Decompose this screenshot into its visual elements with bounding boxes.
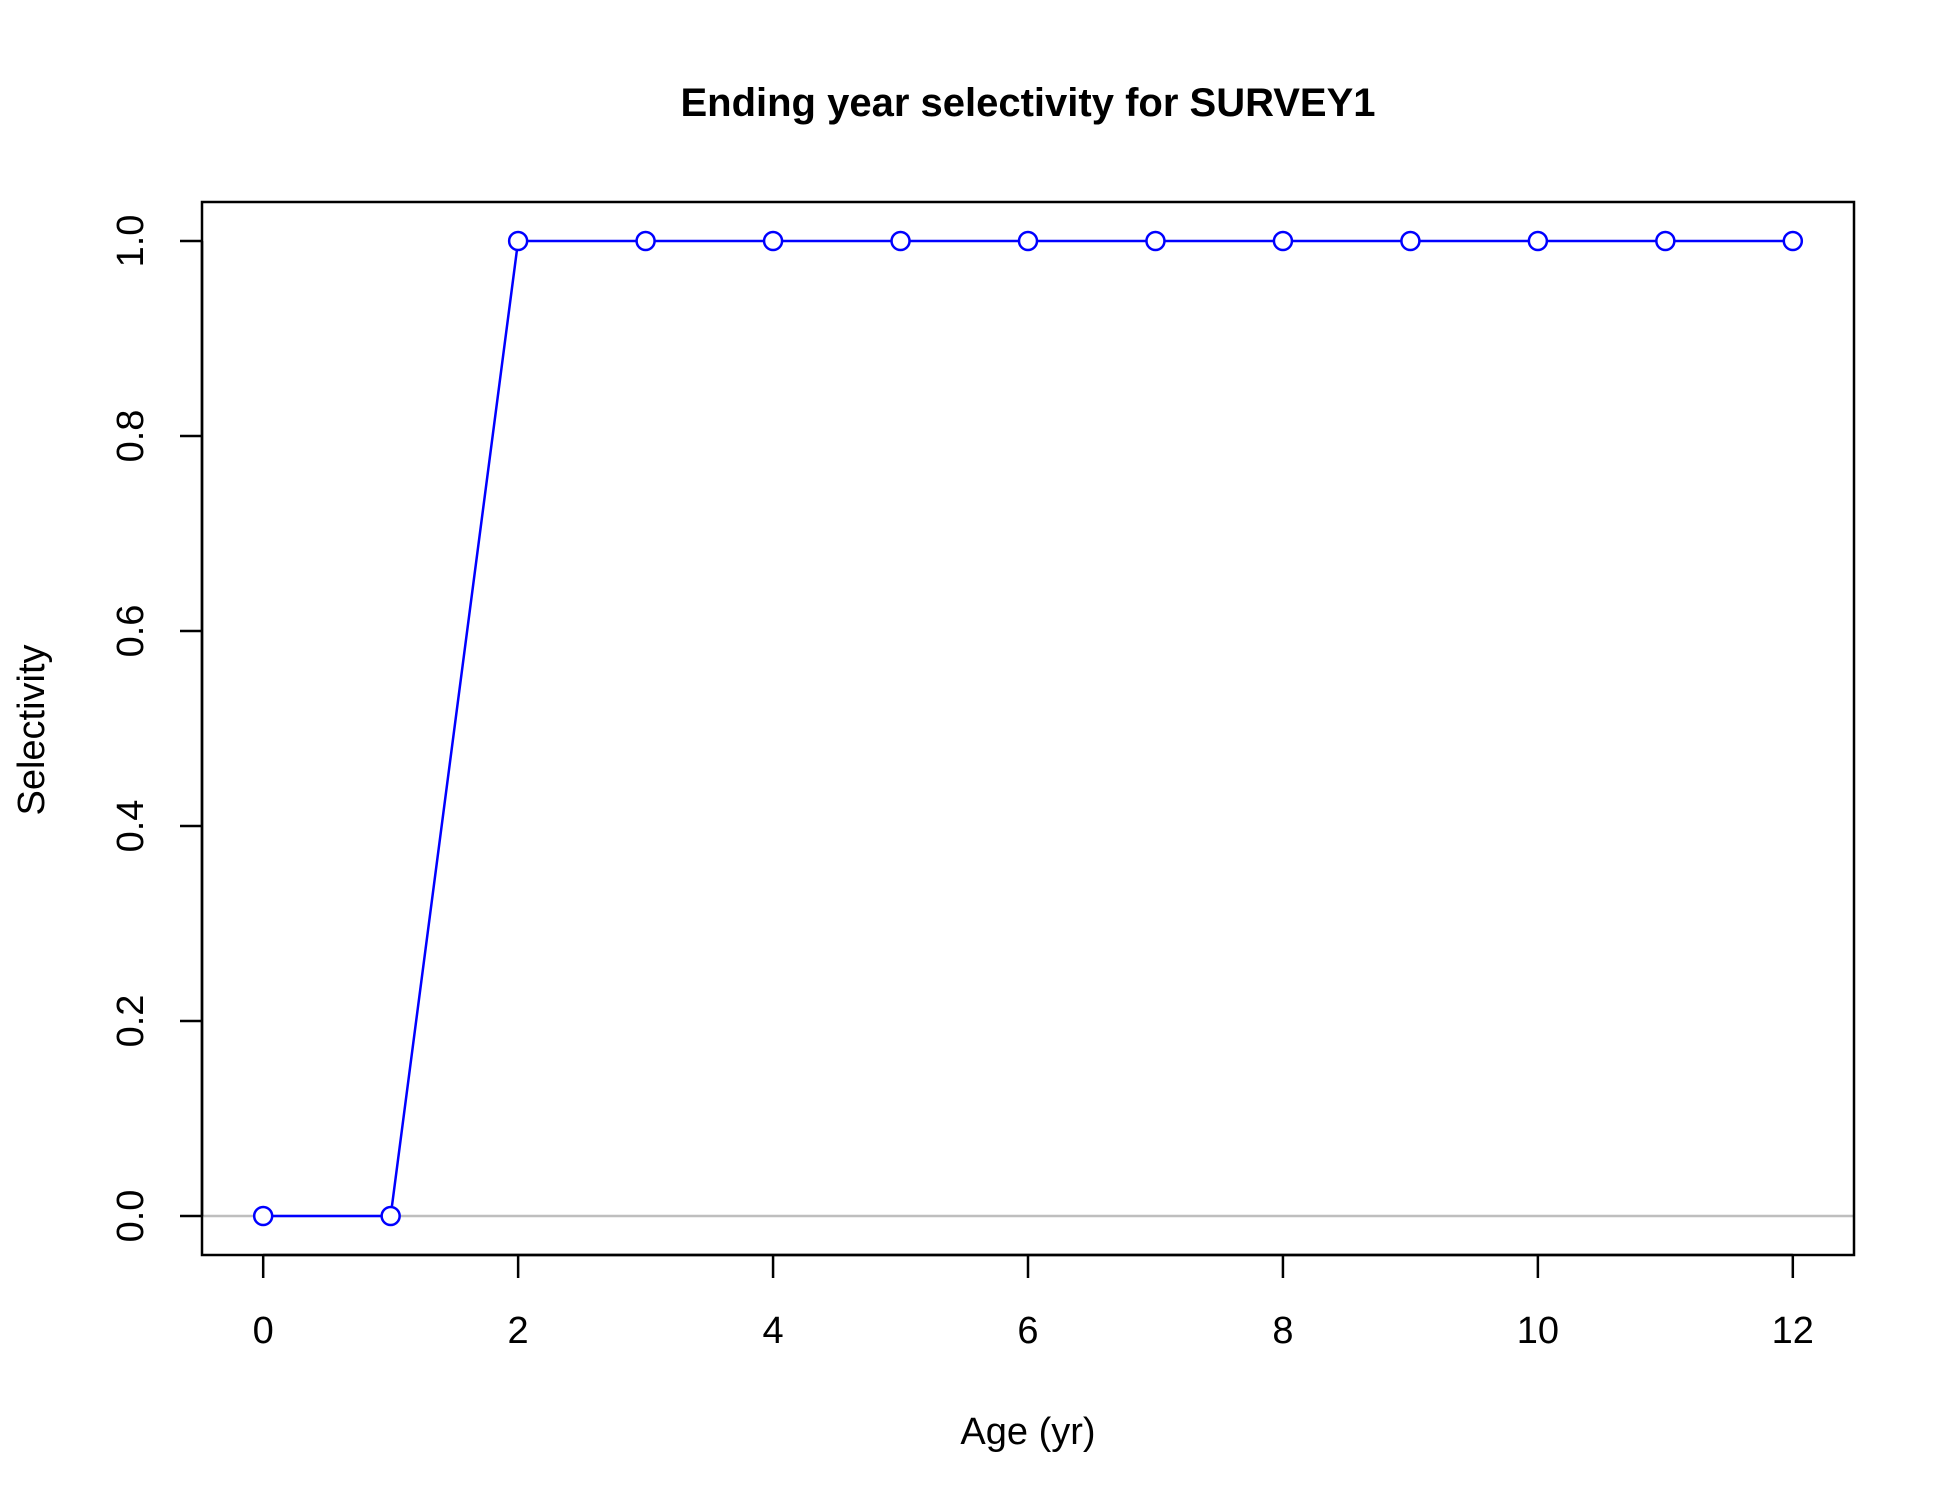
y-tick-label: 0.0: [110, 1190, 152, 1243]
y-tick-label: 0.6: [110, 605, 152, 658]
data-point: [1145, 230, 1166, 252]
x-tick-label: 6: [1017, 1310, 1038, 1352]
plot-frame: [200, 200, 1856, 1257]
data-point: [762, 230, 784, 252]
data-point: [1017, 230, 1039, 252]
y-tick-label: 1.0: [110, 215, 152, 268]
x-tick-label: 4: [762, 1310, 783, 1352]
data-point: [252, 1205, 274, 1227]
chart-title: Ending year selectivity for SURVEY1: [680, 81, 1375, 125]
data-point: [1272, 230, 1294, 252]
data-point: [380, 1205, 401, 1227]
x-tick-label: 2: [508, 1310, 529, 1352]
data-point: [507, 230, 529, 252]
y-tick-label: 0.4: [110, 800, 152, 853]
y-axis-label: Selectivity: [11, 644, 53, 815]
data-point: [890, 230, 911, 252]
series-layer: [252, 230, 1804, 1227]
data-point: [1782, 230, 1804, 252]
data-point: [1655, 230, 1676, 252]
x-tick-label: 12: [1772, 1310, 1814, 1352]
x-axis-label: Age (yr): [960, 1411, 1095, 1453]
y-tick-label: 0.8: [110, 410, 152, 463]
data-point: [1527, 230, 1549, 252]
data-point: [1400, 230, 1421, 252]
x-tick-label: 10: [1517, 1310, 1559, 1352]
x-tick-label: 0: [253, 1310, 274, 1352]
data-point: [635, 230, 656, 252]
x-tick-label: 8: [1272, 1310, 1293, 1352]
y-tick-label: 0.2: [110, 995, 152, 1048]
